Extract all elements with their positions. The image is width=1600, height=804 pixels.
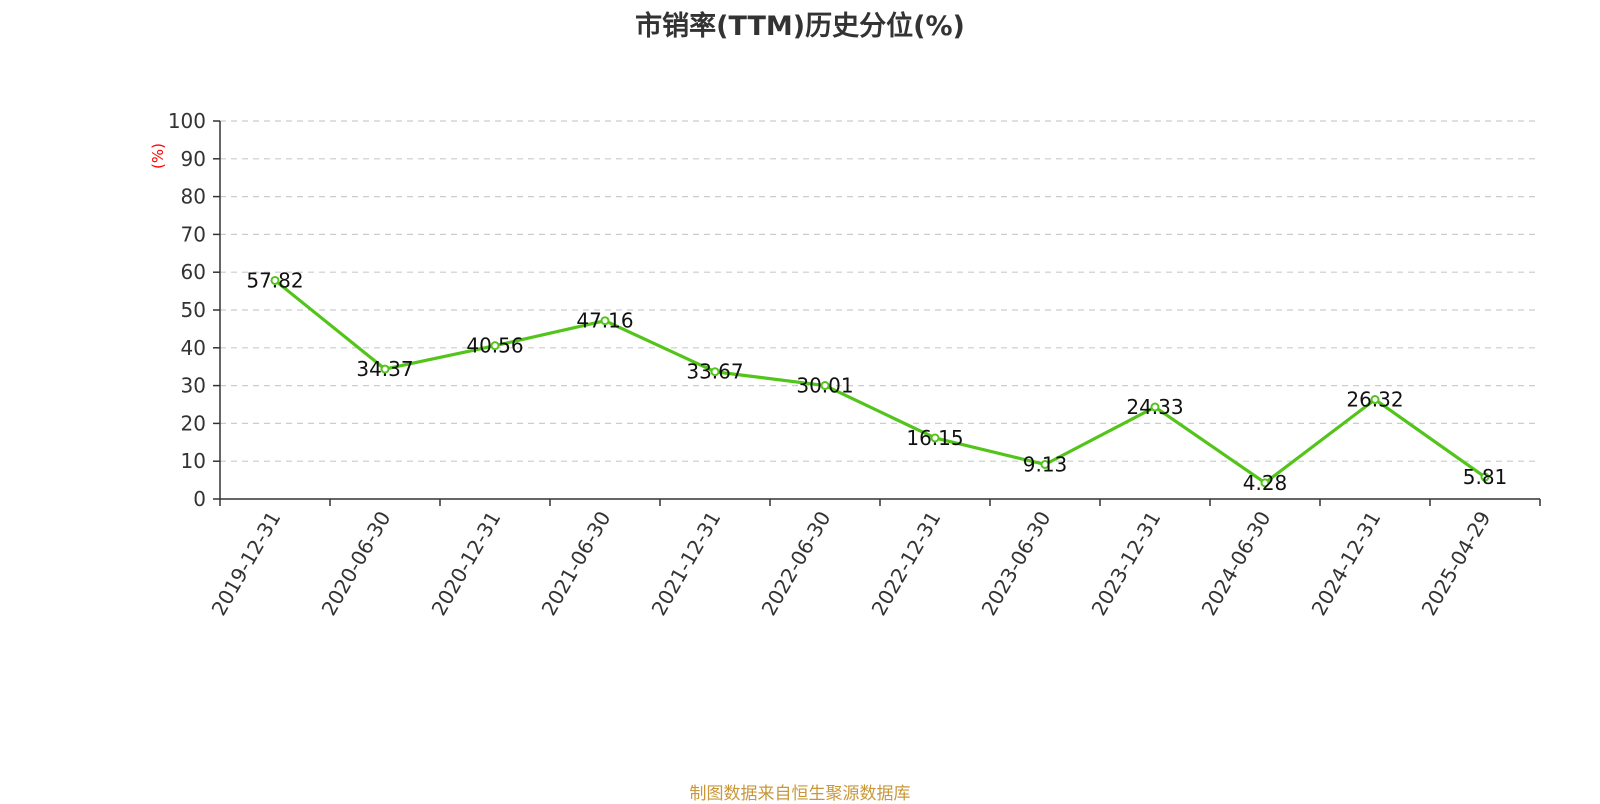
data-label: 40.56: [466, 334, 523, 358]
data-point: [1260, 478, 1270, 488]
series: [270, 275, 1490, 488]
data-point: [710, 367, 720, 377]
x-tick-label: 2024-12-31: [1306, 507, 1385, 620]
data-label: 24.33: [1126, 395, 1183, 419]
series-line: [273, 279, 1486, 485]
data-point: [600, 316, 610, 326]
x-tick-label: 2019-12-31: [206, 507, 285, 620]
y-tick-label: 80: [181, 185, 206, 209]
y-tick-label: 90: [181, 147, 206, 171]
data-point: [1480, 472, 1490, 482]
data-labels: 57.82 34.37 40.56 47.16 33.67 30.01 16.15 9.13 2…: [246, 268, 1507, 494]
data-label: 16.15: [906, 426, 963, 450]
x-tick-label: 2021-06-30: [536, 507, 615, 620]
x-tick-label: 2020-12-31: [426, 507, 505, 620]
y-tick-label: 10: [181, 449, 206, 473]
data-point: [270, 275, 280, 285]
y-tick-label: 70: [181, 222, 206, 246]
data-label: 33.67: [686, 360, 743, 384]
x-tick-label: 2020-06-30: [316, 507, 395, 620]
x-ticks: 2019-12-31 2020-06-30 2020-12-31 2021-06-30…: [206, 499, 1541, 620]
y-axis-label: (%): [149, 143, 167, 169]
gridlines: [220, 120, 1540, 462]
y-tick-label: 30: [181, 374, 206, 398]
y-tick-label: 0: [193, 487, 206, 511]
y-tick-label: 40: [181, 336, 206, 360]
data-point: [930, 433, 940, 443]
x-tick-label: 2024-06-30: [1196, 507, 1275, 620]
data-label: 26.32: [1346, 388, 1403, 412]
data-point: [820, 381, 830, 391]
data-point: [1370, 395, 1380, 405]
x-tick-label: 2021-12-31: [646, 507, 725, 620]
data-label: 57.82: [246, 268, 303, 292]
data-point: [490, 341, 500, 351]
x-tick-label: 2023-06-30: [976, 507, 1055, 620]
data-point: [380, 364, 390, 374]
y-tick-label: 60: [181, 260, 206, 284]
chart-title: 市销率(TTM)历史分位(%): [635, 11, 965, 42]
y-tick-label: 20: [181, 411, 206, 435]
y-ticks: 0 10 20 30 40 50 60 70 80 90 100: [168, 109, 220, 511]
data-label: 30.01: [796, 374, 853, 398]
data-label: 47.16: [576, 309, 633, 333]
data-label: 5.81: [1463, 465, 1508, 489]
source-note: 制图数据来自恒生聚源数据库: [689, 784, 911, 804]
data-label: 4.28: [1243, 471, 1288, 495]
x-tick-label: 2025-04-29: [1416, 507, 1495, 620]
y-tick-label: 50: [181, 298, 206, 322]
data-label: 34.37: [356, 357, 413, 381]
x-tick-label: 2022-12-31: [866, 507, 945, 620]
y-tick-label: 100: [168, 109, 206, 133]
data-point: [1040, 459, 1050, 469]
x-tick-label: 2022-06-30: [756, 507, 835, 620]
data-label: 9.13: [1023, 452, 1068, 476]
data-point: [1150, 402, 1160, 412]
x-tick-label: 2023-12-31: [1086, 507, 1165, 620]
